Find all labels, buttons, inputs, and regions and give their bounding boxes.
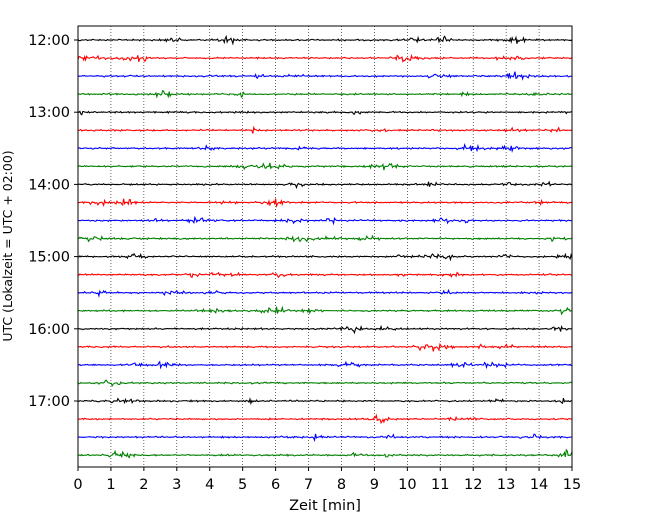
y-axis-title: UTC (Lokalzeit = UTC + 02:00) [0, 150, 15, 341]
trace-1600 [77, 324, 573, 335]
trace-1745 [77, 448, 573, 459]
x-tick-label: 12 [464, 477, 482, 493]
x-axis-ticks: 0 1 2 3 4 5 6 7 8 9 10 11 12 13 14 15 [73, 467, 581, 493]
x-tick-label: 4 [205, 477, 214, 493]
x-tick-label: 8 [337, 477, 346, 493]
y-tick-label: 13:00 [28, 105, 70, 121]
trace-1315 [77, 125, 573, 134]
trace-1445 [77, 234, 573, 243]
x-tick-label: 6 [271, 477, 280, 493]
trace-1730 [77, 433, 573, 443]
trace-1200 [77, 34, 573, 46]
x-tick-label: 1 [106, 477, 115, 493]
trace-1715 [77, 413, 573, 425]
y-axis-ticks: 12:00 13:00 14:00 15:00 16:00 17:00 [28, 33, 78, 410]
trace-1545 [77, 305, 573, 316]
x-tick-label: 15 [563, 477, 581, 493]
x-tick-label: 7 [304, 477, 313, 493]
x-tick-label: 5 [238, 477, 247, 493]
trace-group [77, 34, 573, 459]
y-tick-label: 17:00 [28, 394, 70, 410]
x-tick-label: 2 [139, 477, 148, 493]
x-tick-label: 0 [73, 477, 82, 493]
x-tick-label: 9 [370, 477, 379, 493]
y-tick-label: 15:00 [28, 250, 70, 266]
trace-1700 [77, 397, 573, 406]
plot-frame [77, 25, 573, 468]
x-tick-label: 11 [431, 477, 449, 493]
trace-1430 [77, 215, 573, 226]
y-tick-label: 16:00 [28, 322, 70, 338]
y-tick-label: 12:00 [28, 33, 70, 49]
trace-1645 [77, 379, 573, 388]
trace-1330 [77, 142, 573, 153]
x-axis-title: Zeit [min] [289, 498, 361, 514]
trace-1615 [77, 342, 573, 352]
trace-1630 [77, 360, 573, 370]
trace-1500 [77, 252, 573, 262]
trace-1515 [77, 271, 573, 279]
y-tick-label: 14:00 [28, 177, 70, 193]
x-tick-label: 14 [530, 477, 548, 493]
trace-1230 [77, 71, 573, 81]
trace-1215 [77, 53, 573, 63]
trace-1345 [77, 162, 573, 171]
x-tick-label: 3 [172, 477, 181, 493]
trace-1415 [77, 198, 573, 208]
x-tick-label: 13 [497, 477, 515, 493]
x-tick-label: 10 [398, 477, 416, 493]
trace-1530 [77, 288, 573, 298]
trace-1300 [77, 110, 573, 116]
trace-1245 [77, 90, 573, 99]
trace-1400 [77, 180, 573, 190]
